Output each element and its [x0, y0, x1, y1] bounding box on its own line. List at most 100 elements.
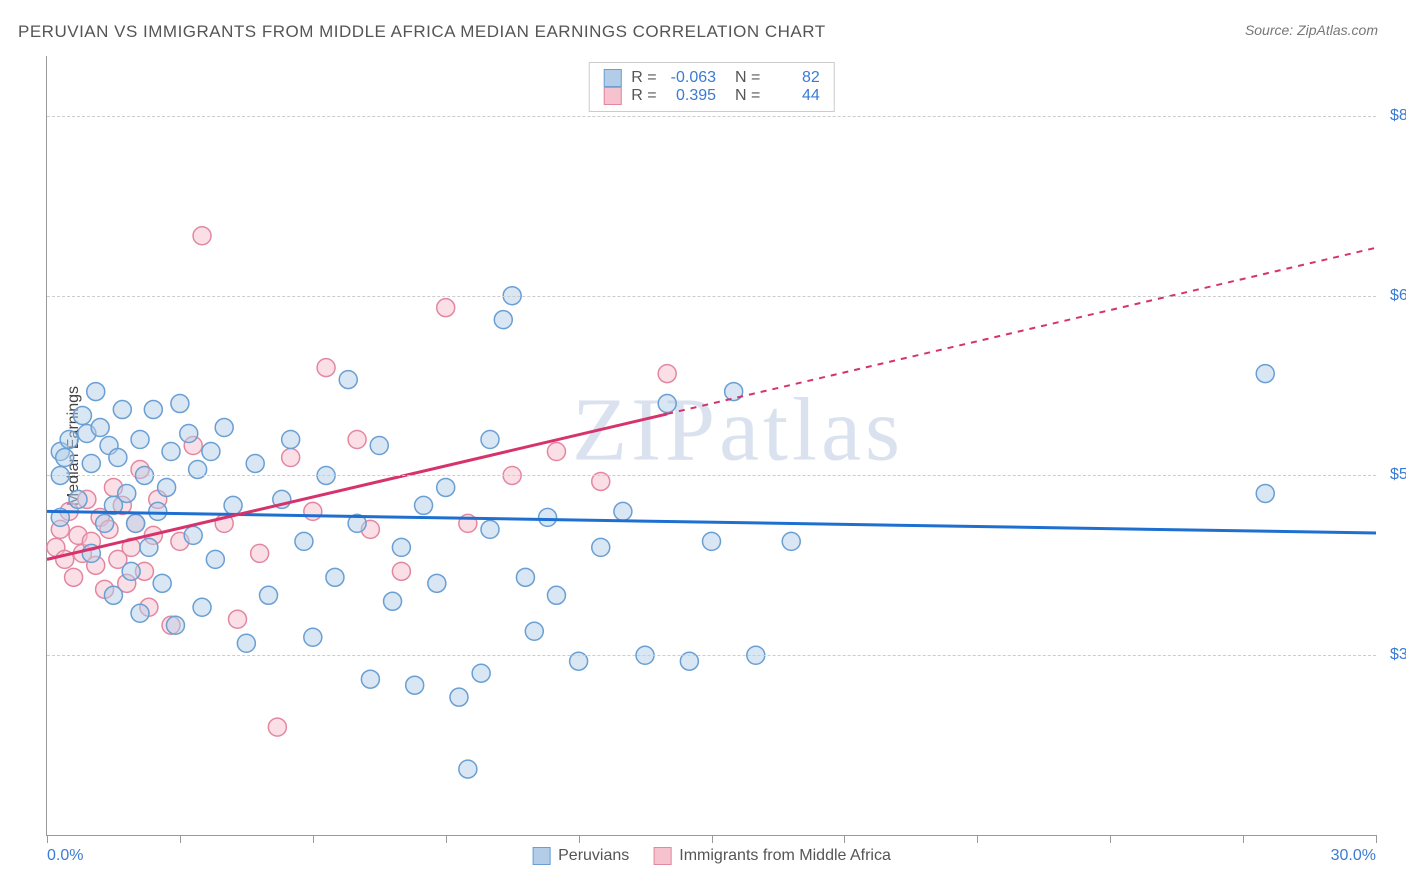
data-point	[104, 586, 122, 604]
data-point	[82, 454, 100, 472]
x-tick	[1110, 835, 1111, 843]
plot-area: ZIPatlas R = -0.063 N = 82 R = 0.395 N =…	[46, 56, 1376, 836]
x-tick	[313, 835, 314, 843]
legend-label-series-0: Peruvians	[558, 847, 629, 865]
data-point	[127, 514, 145, 532]
data-point	[158, 478, 176, 496]
data-point	[782, 532, 800, 550]
swatch-series-0-b	[532, 847, 550, 865]
data-point	[122, 562, 140, 580]
swatch-series-1-b	[653, 847, 671, 865]
data-point	[144, 401, 162, 419]
data-point	[149, 502, 167, 520]
y-tick-label: $80,000	[1390, 107, 1406, 125]
regression-line	[47, 511, 1376, 533]
data-point	[472, 664, 490, 682]
y-tick-label: $65,000	[1390, 287, 1406, 305]
data-point	[428, 574, 446, 592]
data-point	[282, 431, 300, 449]
data-point	[525, 622, 543, 640]
data-point	[481, 520, 499, 538]
data-point	[406, 676, 424, 694]
data-point	[184, 526, 202, 544]
data-point	[246, 454, 264, 472]
chart-title: PERUVIAN VS IMMIGRANTS FROM MIDDLE AFRIC…	[18, 22, 826, 42]
source-name: ZipAtlas.com	[1297, 22, 1378, 38]
data-point	[162, 442, 180, 460]
data-point	[180, 425, 198, 443]
data-point	[370, 437, 388, 455]
x-axis-label-max: 30.0%	[1331, 847, 1376, 865]
x-tick	[446, 835, 447, 843]
x-tick	[977, 835, 978, 843]
data-point	[282, 448, 300, 466]
data-point	[1256, 484, 1274, 502]
data-point	[224, 496, 242, 514]
source-prefix: Source:	[1245, 22, 1297, 38]
grid-line	[47, 475, 1376, 476]
chart-container: PERUVIAN VS IMMIGRANTS FROM MIDDLE AFRIC…	[0, 0, 1406, 892]
data-point	[703, 532, 721, 550]
x-tick	[579, 835, 580, 843]
data-point	[171, 395, 189, 413]
legend-item-series-1: Immigrants from Middle Africa	[653, 847, 891, 865]
data-point	[348, 431, 366, 449]
data-point	[614, 502, 632, 520]
data-point	[251, 544, 269, 562]
data-point	[658, 395, 676, 413]
data-point	[304, 502, 322, 520]
data-point	[87, 383, 105, 401]
data-point	[131, 431, 149, 449]
data-point	[260, 586, 278, 604]
data-point	[295, 532, 313, 550]
data-point	[658, 365, 676, 383]
data-point	[450, 688, 468, 706]
y-tick-label: $50,000	[1390, 466, 1406, 484]
grid-line	[47, 296, 1376, 297]
x-tick	[47, 835, 48, 843]
data-point	[109, 448, 127, 466]
data-point	[268, 718, 286, 736]
data-point	[494, 311, 512, 329]
data-point	[592, 538, 610, 556]
data-point	[317, 359, 335, 377]
data-point	[73, 407, 91, 425]
data-point	[91, 419, 109, 437]
data-point	[215, 419, 233, 437]
x-tick	[1243, 835, 1244, 843]
data-point	[96, 514, 114, 532]
data-point	[384, 592, 402, 610]
data-point	[118, 484, 136, 502]
data-point	[131, 604, 149, 622]
data-point	[237, 634, 255, 652]
data-point	[326, 568, 344, 586]
data-point	[140, 538, 158, 556]
data-point	[361, 670, 379, 688]
data-point	[69, 490, 87, 508]
series-legend: Peruvians Immigrants from Middle Africa	[532, 847, 891, 865]
grid-line	[47, 655, 1376, 656]
x-tick	[180, 835, 181, 843]
data-point	[547, 586, 565, 604]
data-point	[153, 574, 171, 592]
data-point	[516, 568, 534, 586]
x-tick	[712, 835, 713, 843]
data-point	[193, 598, 211, 616]
data-point	[339, 371, 357, 389]
regression-line-extrapolated	[667, 248, 1376, 414]
data-point	[539, 508, 557, 526]
x-tick	[844, 835, 845, 843]
legend-label-series-1: Immigrants from Middle Africa	[679, 847, 891, 865]
source-attribution: Source: ZipAtlas.com	[1245, 22, 1378, 38]
x-axis-label-min: 0.0%	[47, 847, 83, 865]
data-point	[206, 550, 224, 568]
data-point	[547, 442, 565, 460]
data-point	[304, 628, 322, 646]
data-point	[459, 760, 477, 778]
data-point	[1256, 365, 1274, 383]
y-tick-label: $35,000	[1390, 646, 1406, 664]
data-point	[202, 442, 220, 460]
data-point	[392, 538, 410, 556]
data-point	[415, 496, 433, 514]
legend-item-series-0: Peruvians	[532, 847, 629, 865]
